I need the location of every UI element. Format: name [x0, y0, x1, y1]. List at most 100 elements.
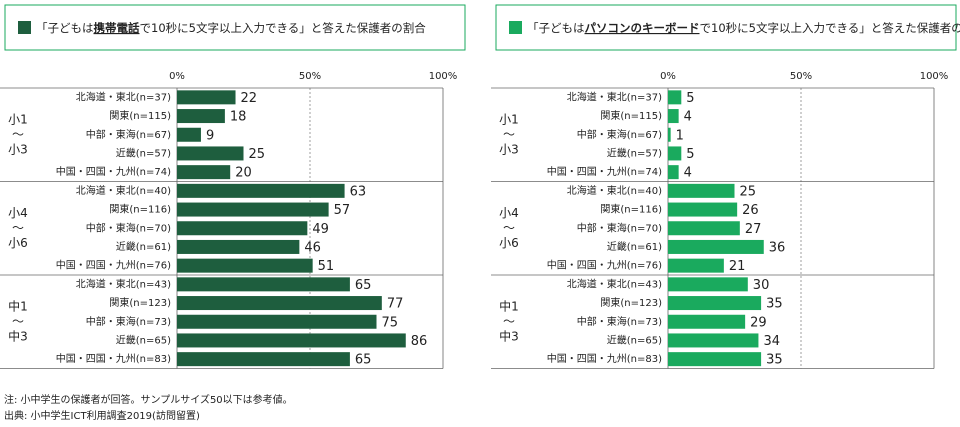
category-label: 近畿(n=57): [116, 146, 171, 159]
category-label: 中部・東海(n=70): [86, 221, 171, 234]
category-label: 中国・四国・九州(n=76): [547, 259, 662, 272]
bar: [668, 183, 735, 198]
category-label: 関東(n=116): [109, 203, 171, 216]
value-label: 18: [230, 110, 247, 125]
value-label: 4: [684, 166, 692, 181]
title-part: で10秒に5文字以上入力できる」と答えた保護者の割合: [700, 21, 960, 35]
bar: [668, 314, 746, 329]
bar: [668, 296, 762, 311]
bar: [177, 127, 201, 142]
bar: [668, 352, 762, 367]
value-label: 25: [740, 184, 757, 199]
value-label: 51: [318, 259, 335, 274]
bar: [177, 165, 231, 180]
category-label: 中部・東海(n=70): [577, 221, 662, 234]
title-icon: [509, 21, 522, 34]
value-label: 22: [241, 91, 258, 106]
category-label: 北海道・東北(n=40): [76, 184, 171, 197]
title-part: 携帯電話: [94, 21, 140, 35]
bar: [668, 333, 759, 348]
value-label: 4: [684, 110, 692, 125]
x-tick-label: 100%: [920, 71, 949, 82]
x-tick-label: 0%: [169, 71, 185, 82]
group-label: 中3: [8, 328, 28, 343]
value-label: 86: [411, 334, 428, 349]
source: 出典: 小中学生ICT利用調査2019(訪問留置): [4, 409, 200, 422]
group-label: ～: [503, 314, 515, 328]
value-label: 21: [729, 259, 746, 274]
value-label: 63: [350, 184, 367, 199]
value-label: 49: [312, 222, 329, 237]
group-label: 小6: [499, 236, 519, 250]
group-label: 小3: [8, 142, 28, 156]
bar: [668, 221, 740, 236]
x-tick-label: 50%: [299, 71, 321, 82]
group-label: 中1: [499, 298, 519, 313]
category-label: 中国・四国・九州(n=74): [547, 165, 662, 178]
bar: [177, 333, 406, 348]
group-label: ～: [12, 314, 24, 328]
category-label: 関東(n=123): [109, 296, 171, 309]
value-label: 36: [769, 240, 786, 255]
value-label: 35: [766, 353, 783, 368]
value-label: 25: [249, 147, 266, 162]
note: 注: 小中学生の保護者が回答。サンプルサイズ50以下は参考値。: [4, 393, 293, 406]
x-tick-label: 0%: [660, 71, 676, 82]
category-label: 中国・四国・九州(n=74): [56, 165, 171, 178]
group-label: 小6: [8, 236, 28, 250]
category-label: 北海道・東北(n=43): [76, 277, 171, 290]
group-label: 中3: [499, 328, 519, 343]
title-icon: [18, 21, 31, 34]
category-label: 中国・四国・九州(n=76): [56, 259, 171, 272]
title-part: パソコンのキーボード: [585, 21, 700, 35]
title-part: で10秒に5文字以上入力できる」と答えた保護者の割合: [140, 21, 427, 35]
value-label: 65: [355, 278, 372, 293]
category-label: 中部・東海(n=73): [86, 315, 171, 328]
bar: [177, 258, 313, 273]
value-label: 5: [686, 91, 694, 106]
bar: [668, 202, 738, 217]
value-label: 26: [742, 203, 759, 218]
value-label: 65: [355, 353, 372, 368]
group-label: 小1: [8, 112, 28, 126]
bar: [177, 146, 244, 161]
value-label: 57: [334, 203, 351, 218]
group-label: 小4: [499, 206, 519, 220]
bar: [177, 90, 236, 105]
category-label: 中国・四国・九州(n=83): [56, 352, 171, 365]
value-label: 34: [763, 334, 780, 349]
title-box: [495, 4, 957, 51]
bar: [668, 109, 679, 124]
value-label: 29: [750, 315, 767, 330]
group-label: ～: [12, 127, 24, 141]
value-label: 75: [382, 315, 399, 330]
group-label: ～: [503, 221, 515, 235]
value-label: 35: [766, 297, 783, 312]
value-label: 20: [235, 166, 252, 181]
category-label: 中部・東海(n=73): [577, 315, 662, 328]
category-label: 関東(n=123): [600, 296, 662, 309]
group-label: 小4: [8, 206, 28, 220]
bar: [177, 183, 345, 198]
category-label: 北海道・東北(n=37): [567, 90, 662, 103]
value-label: 1: [676, 128, 684, 143]
title-part: 「子どもは: [36, 21, 94, 35]
category-label: 北海道・東北(n=37): [76, 90, 171, 103]
bar: [668, 127, 671, 142]
category-label: 北海道・東北(n=40): [567, 184, 662, 197]
group-label: 小3: [499, 142, 519, 156]
category-label: 近畿(n=65): [607, 333, 662, 346]
chart-title: 「子どもは携帯電話で10秒に5文字以上入力できる」と答えた保護者の割合: [36, 21, 426, 35]
bar: [668, 239, 764, 254]
x-tick-label: 50%: [790, 71, 812, 82]
title-part: 「子どもは: [527, 21, 585, 35]
value-label: 46: [304, 240, 321, 255]
bar: [177, 202, 329, 217]
category-label: 北海道・東北(n=43): [567, 277, 662, 290]
x-tick-label: 100%: [429, 71, 458, 82]
chart-title: 「子どもはパソコンのキーボードで10秒に5文字以上入力できる」と答えた保護者の割…: [527, 21, 960, 35]
group-label: ～: [12, 221, 24, 235]
group-label: 中1: [8, 298, 28, 313]
value-label: 30: [753, 278, 770, 293]
